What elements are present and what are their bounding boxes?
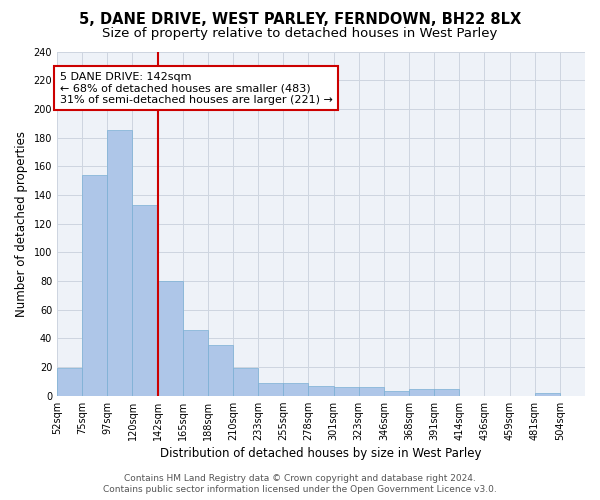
- X-axis label: Distribution of detached houses by size in West Parley: Distribution of detached houses by size …: [160, 447, 482, 460]
- Bar: [208, 346, 233, 396]
- Bar: [233, 368, 258, 396]
- Bar: [434, 388, 459, 396]
- Bar: [308, 386, 334, 396]
- Text: 5, DANE DRIVE, WEST PARLEY, FERNDOWN, BH22 8LX: 5, DANE DRIVE, WEST PARLEY, FERNDOWN, BH…: [79, 12, 521, 28]
- Bar: [334, 387, 359, 396]
- Bar: [57, 368, 82, 396]
- Text: Size of property relative to detached houses in West Parley: Size of property relative to detached ho…: [103, 28, 497, 40]
- Bar: [359, 387, 384, 396]
- Bar: [535, 393, 560, 396]
- Bar: [258, 383, 283, 396]
- Y-axis label: Number of detached properties: Number of detached properties: [15, 130, 28, 316]
- Bar: [409, 388, 434, 396]
- Bar: [384, 392, 409, 396]
- Bar: [107, 130, 133, 396]
- Bar: [82, 175, 107, 396]
- Bar: [183, 330, 208, 396]
- Bar: [133, 205, 158, 396]
- Text: Contains HM Land Registry data © Crown copyright and database right 2024.
Contai: Contains HM Land Registry data © Crown c…: [103, 474, 497, 494]
- Text: 5 DANE DRIVE: 142sqm
← 68% of detached houses are smaller (483)
31% of semi-deta: 5 DANE DRIVE: 142sqm ← 68% of detached h…: [59, 72, 332, 105]
- Bar: [283, 383, 308, 396]
- Bar: [158, 281, 183, 396]
